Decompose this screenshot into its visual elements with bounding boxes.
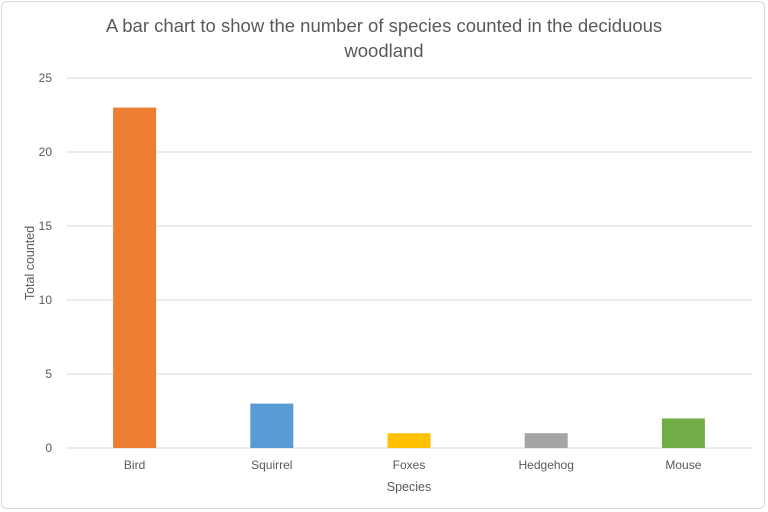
bar-squirrel [250, 403, 294, 448]
x-tick-label: Bird [124, 458, 145, 472]
y-tick-label: 25 [39, 71, 53, 85]
x-tick-label: Hedgehog [519, 458, 574, 472]
y-tick-label: 20 [39, 145, 53, 159]
x-axis-label: Species [387, 480, 431, 494]
y-tick-label: 5 [45, 367, 52, 381]
x-tick-label: Mouse [665, 458, 701, 472]
y-axis-label: Total counted [23, 226, 37, 300]
y-tick-label: 10 [39, 293, 53, 307]
bar-hedgehog [524, 433, 568, 448]
bar-foxes [387, 433, 431, 448]
x-tick-label: Foxes [393, 458, 426, 472]
y-tick-label: 15 [39, 219, 53, 233]
chart-title-line-1: A bar chart to show the number of specie… [106, 15, 662, 36]
x-tick-label: Squirrel [251, 458, 292, 472]
bar-mouse [661, 418, 705, 448]
chart-title-line-2: woodland [343, 40, 423, 61]
y-tick-label: 0 [45, 441, 52, 455]
bar-bird [113, 107, 157, 448]
